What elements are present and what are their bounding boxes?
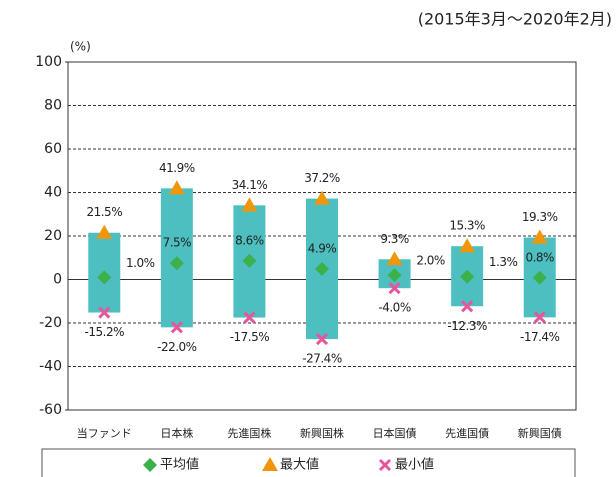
data-label: -15.2% [85, 325, 125, 339]
chart-subtitle: (2015年3月～2020年2月) [418, 10, 612, 29]
data-label: 19.3% [522, 210, 558, 224]
max-marker [96, 224, 113, 239]
max-marker [386, 251, 403, 266]
avg-marker [387, 268, 402, 283]
data-label: 2.0% [416, 254, 445, 268]
data-label: -4.0% [378, 301, 410, 315]
data-label: 8.6% [235, 233, 264, 247]
legend-label: 最大値 [280, 457, 319, 473]
y-axis-label: (%) [70, 40, 91, 54]
max-marker [241, 197, 258, 212]
avg-marker [532, 270, 547, 285]
x-tick-label: 新興国債 [518, 426, 562, 440]
avg-marker [97, 270, 112, 285]
data-label: -22.0% [157, 340, 197, 354]
x-tick-label: 新興国株 [300, 426, 344, 440]
data-label: 21.5% [86, 205, 122, 219]
y-tick-label: 20 [44, 228, 62, 244]
data-label: 1.3% [489, 255, 518, 269]
min-marker [98, 306, 111, 319]
data-label: -27.4% [302, 352, 342, 366]
min-marker [243, 311, 256, 324]
data-label: 15.3% [449, 219, 485, 233]
avg-marker [242, 253, 257, 268]
y-tick-label: 100 [35, 54, 62, 70]
legend-box [41, 448, 576, 477]
x-tick-label: 先進国株 [227, 426, 271, 440]
x-tick-label: 日本国債 [373, 426, 417, 440]
max-marker [168, 180, 185, 195]
y-tick-label: -40 [39, 359, 62, 375]
y-tick-label: -60 [39, 402, 62, 418]
legend-marker [262, 457, 278, 471]
legend-label: 最小値 [395, 457, 434, 473]
min-marker [461, 300, 474, 313]
x-tick-label: 先進国債 [445, 426, 489, 440]
data-label: 0.8% [525, 250, 554, 264]
y-tick-label: 0 [53, 272, 62, 288]
avg-marker [460, 269, 475, 284]
data-label: -17.5% [230, 330, 270, 344]
min-marker [315, 333, 329, 346]
y-tick-label: 80 [44, 98, 62, 114]
max-marker [314, 190, 330, 205]
data-label: -17.4% [520, 330, 560, 344]
min-marker [170, 321, 183, 334]
y-tick-label: 60 [44, 141, 62, 157]
data-label: 7.5% [163, 236, 192, 250]
x-tick-label: 日本株 [160, 426, 193, 440]
legend-label: 平均値 [160, 457, 199, 473]
legend-marker [378, 458, 392, 472]
x-tick-label: 当ファンド [77, 426, 132, 440]
y-tick-label: -20 [39, 315, 62, 331]
max-marker [531, 229, 548, 244]
min-marker [388, 282, 401, 295]
plot-frame [67, 61, 577, 411]
data-label: 4.9% [308, 241, 337, 255]
data-label: 1.0% [126, 256, 155, 270]
max-marker [459, 238, 476, 253]
data-label: -12.3% [447, 319, 487, 333]
avg-marker [315, 261, 329, 276]
data-label: 9.3% [380, 232, 409, 246]
y-tick-label: 40 [44, 185, 62, 201]
min-marker [533, 311, 546, 324]
data-label: 37.2% [304, 171, 340, 185]
legend-marker [143, 458, 157, 472]
data-label: 34.1% [232, 178, 268, 192]
avg-marker [169, 256, 184, 271]
data-label: 41.9% [159, 161, 195, 175]
